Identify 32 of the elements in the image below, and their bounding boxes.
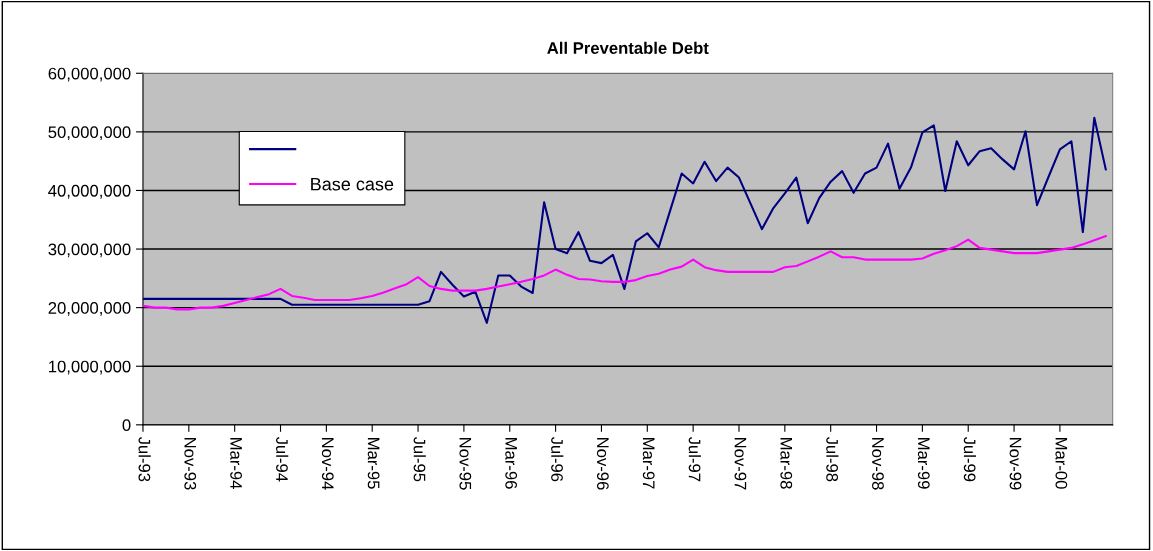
y-tick-label: 10,000,000: [49, 360, 131, 375]
y-tick-label: 40,000,000: [48, 184, 131, 199]
x-tick-label: Jul-93: [138, 436, 151, 482]
legend-label: Base case: [311, 177, 394, 191]
x-tick-label: Nov-96: [596, 437, 609, 490]
x-tick-label: Jul-98: [826, 436, 839, 482]
x-tick-label: Mar-96: [505, 437, 518, 489]
y-tick-label: 50,000,000: [48, 126, 131, 141]
x-tick-label: Nov-94: [321, 437, 334, 490]
x-tick-label: Jul-97: [688, 436, 701, 482]
x-tick-label: Mar-94: [230, 437, 242, 489]
y-tick-label: 0: [122, 419, 131, 432]
x-tick-label: Nov-99: [1009, 437, 1022, 490]
x-tick-label: Jul-95: [413, 436, 426, 482]
y-tick-label: 30,000,000: [48, 243, 131, 258]
x-tick-label: Mar-95: [367, 437, 380, 489]
y-tick-label: 60,000,000: [48, 67, 131, 82]
x-tick-label: Mar-99: [917, 437, 930, 489]
line-series: [142, 116, 1107, 324]
x-tick-label: Nov-98: [872, 437, 884, 490]
x-tick-label: Nov-97: [734, 437, 747, 490]
x-tick-label: Nov-93: [184, 437, 197, 490]
x-tick-label: Jul-94: [276, 436, 289, 482]
x-tick-label: Mar-00: [1055, 437, 1068, 489]
x-tick-label: Nov-95: [459, 437, 472, 490]
y-tick-label: 20,000,000: [48, 302, 131, 316]
chart-title: All Preventable Debt: [547, 41, 709, 54]
x-tick-label: Jul-96: [551, 436, 564, 482]
x-tick-label: Jul-99: [963, 436, 976, 482]
x-tick-label: Mar-97: [642, 437, 655, 489]
x-tick-label: Mar-98: [780, 437, 793, 489]
line-series: [142, 235, 1107, 311]
